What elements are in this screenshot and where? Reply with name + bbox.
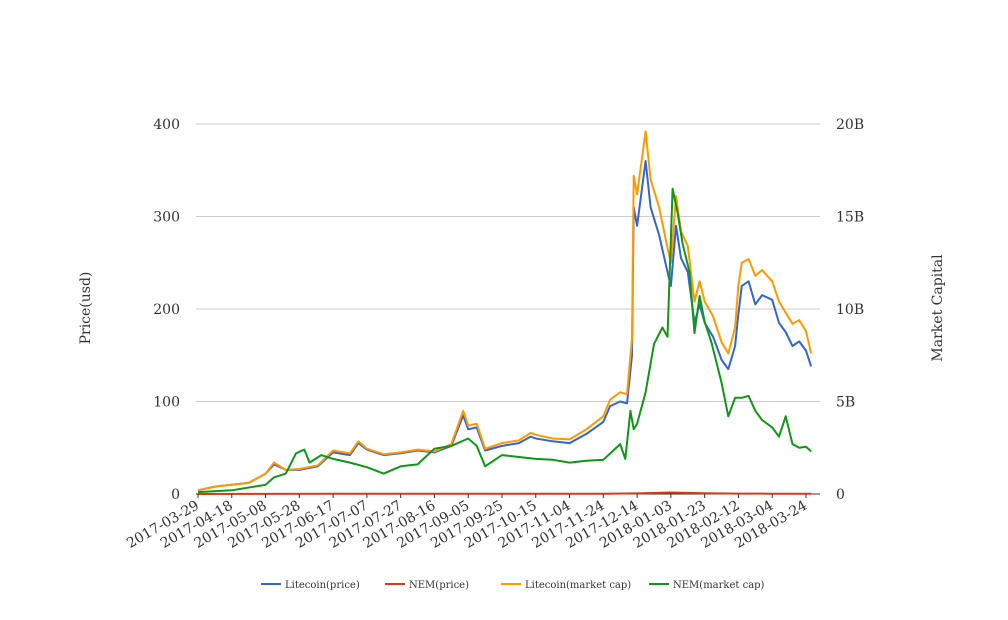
y-left-tick-label: 300	[153, 210, 180, 226]
legend: Litecoin(price) NEM(price) Litecoin(market…	[261, 580, 765, 591]
series-line-litecoin-price	[197, 160, 813, 492]
y-left-tick-label: 400	[153, 117, 180, 133]
legend-item: Litecoin(market cap)	[501, 580, 631, 591]
legend-label: NEM(market cap)	[673, 580, 765, 591]
series-line-nem-price	[197, 491, 812, 495]
y-right-tick-label: 20B	[836, 117, 864, 133]
axes: 010020030040005B10B15B20B2017-03-292017-…	[124, 117, 864, 552]
series-line-nem-market-cap	[197, 187, 812, 494]
y-right-tick-label: 0	[836, 487, 845, 503]
legend-item: NEM(market cap)	[649, 580, 765, 591]
y-right-tick-label: 5B	[836, 395, 855, 411]
legend-label: Litecoin(price)	[285, 580, 360, 591]
legend-item: Litecoin(price)	[261, 580, 360, 591]
gridlines	[196, 123, 820, 495]
y-right-tick-label: 10B	[836, 302, 864, 318]
y-axis-right-title: Market Capital	[930, 254, 946, 362]
y-left-tick-label: 100	[153, 395, 180, 411]
legend-label: Litecoin(market cap)	[525, 580, 631, 591]
y-left-tick-label: 200	[153, 302, 180, 318]
series-line-litecoin-market-cap	[197, 130, 813, 492]
y-left-tick-label: 0	[171, 487, 180, 503]
legend-label: NEM(price)	[409, 580, 469, 591]
legend-item: NEM(price)	[385, 580, 469, 591]
y-axis-left-title: Price(usd)	[78, 272, 94, 345]
series-lines	[197, 130, 813, 495]
y-right-tick-label: 15B	[836, 210, 864, 226]
